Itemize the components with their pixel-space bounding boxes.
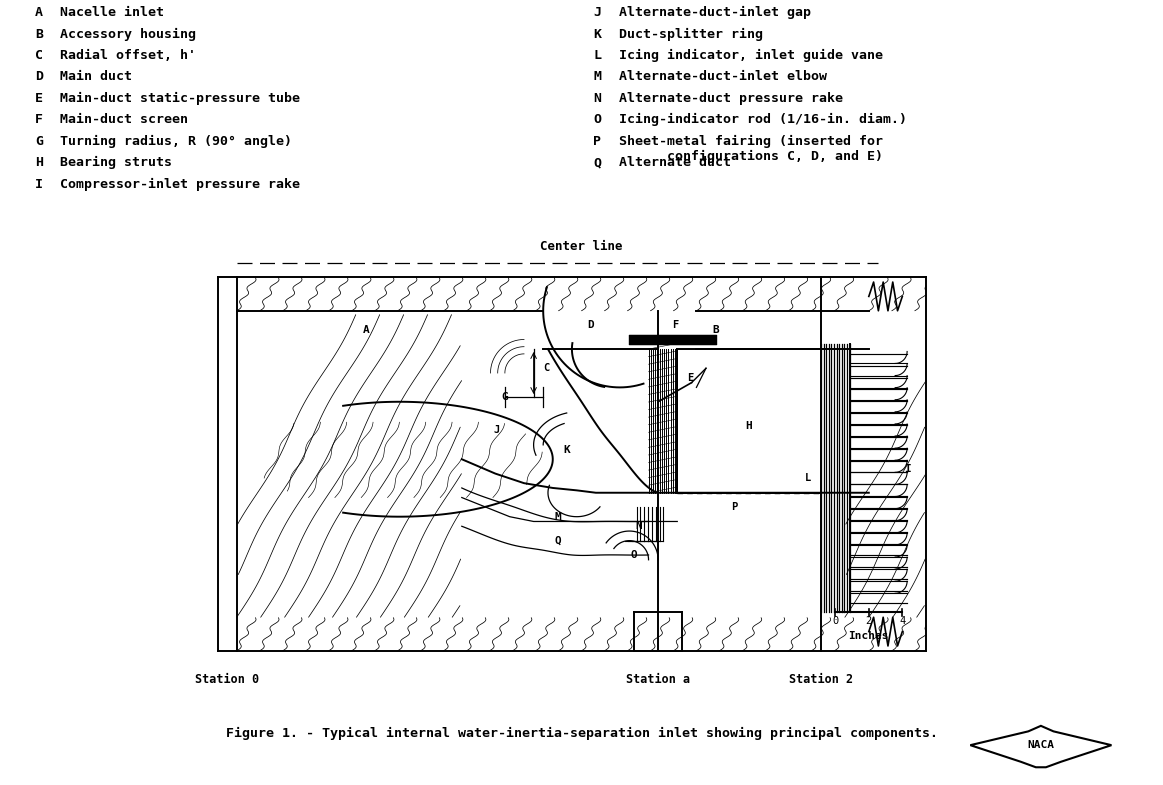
Text: G: G [501,392,508,402]
Text: Alternate-duct pressure rake: Alternate-duct pressure rake [619,92,843,105]
Text: P: P [593,135,601,148]
Text: NACA: NACA [1027,740,1055,750]
Text: 2: 2 [865,616,872,626]
Text: D: D [35,71,43,83]
Text: J: J [593,6,601,19]
Text: Main duct: Main duct [60,71,133,83]
Text: P: P [732,502,737,512]
Text: Main-duct screen: Main-duct screen [60,113,188,126]
Text: B: B [35,27,43,41]
Text: M: M [555,512,561,522]
Text: Nacelle inlet: Nacelle inlet [60,6,164,19]
Text: K: K [593,27,601,41]
Text: Inches: Inches [849,631,889,641]
Text: 4: 4 [899,616,906,626]
Text: Icing indicator, inlet guide vane: Icing indicator, inlet guide vane [619,49,883,62]
Text: Duct-splitter ring: Duct-splitter ring [619,27,763,41]
Text: I: I [35,177,43,191]
Text: I: I [904,464,911,474]
Text: Q: Q [555,535,561,546]
Text: B: B [712,325,719,335]
Text: G: G [35,135,43,148]
Text: M: M [593,71,601,83]
Text: H: H [35,156,43,169]
Text: O: O [593,113,601,126]
Text: D: D [587,320,594,330]
Text: Main-duct static-pressure tube: Main-duct static-pressure tube [60,92,300,105]
Text: L: L [593,49,601,62]
Text: Station 2: Station 2 [789,673,852,686]
Text: Compressor-inlet pressure rake: Compressor-inlet pressure rake [60,177,300,191]
Text: Q: Q [593,156,601,169]
Text: K: K [564,444,571,455]
Text: Accessory housing: Accessory housing [60,27,197,41]
Text: Turning radius, R (90° angle): Turning radius, R (90° angle) [60,135,292,148]
Text: 0: 0 [833,616,839,626]
Text: A: A [363,325,370,335]
Text: H: H [745,421,752,431]
Text: Center line: Center line [541,240,622,254]
Text: F: F [672,320,679,330]
Text: Radial offset, h': Radial offset, h' [60,49,197,62]
Text: C: C [35,49,43,62]
Text: N: N [593,92,601,105]
Text: E: E [35,92,43,105]
Text: Alternate duct: Alternate duct [619,156,730,169]
Text: E: E [687,373,693,383]
Text: N: N [636,521,642,531]
Text: C: C [543,363,549,373]
Text: L: L [805,473,812,484]
Text: Sheet-metal fairing (inserted for
      configurations C, D, and E): Sheet-metal fairing (inserted for config… [619,135,883,162]
Text: F: F [35,113,43,126]
Text: Bearing struts: Bearing struts [60,156,172,170]
Text: Figure 1. - Typical internal water-inertia-separation inlet showing principal co: Figure 1. - Typical internal water-inert… [226,727,937,739]
Text: J: J [494,425,500,436]
Polygon shape [970,726,1112,767]
Text: O: O [630,550,637,560]
Text: Icing-indicator rod (1/16-in. diam.): Icing-indicator rod (1/16-in. diam.) [619,113,907,126]
Text: Station 0: Station 0 [195,673,259,686]
Text: A: A [35,6,43,19]
Text: Alternate-duct-inlet gap: Alternate-duct-inlet gap [619,6,811,19]
Text: Station a: Station a [626,673,690,686]
Text: Alternate-duct-inlet elbow: Alternate-duct-inlet elbow [619,71,827,83]
